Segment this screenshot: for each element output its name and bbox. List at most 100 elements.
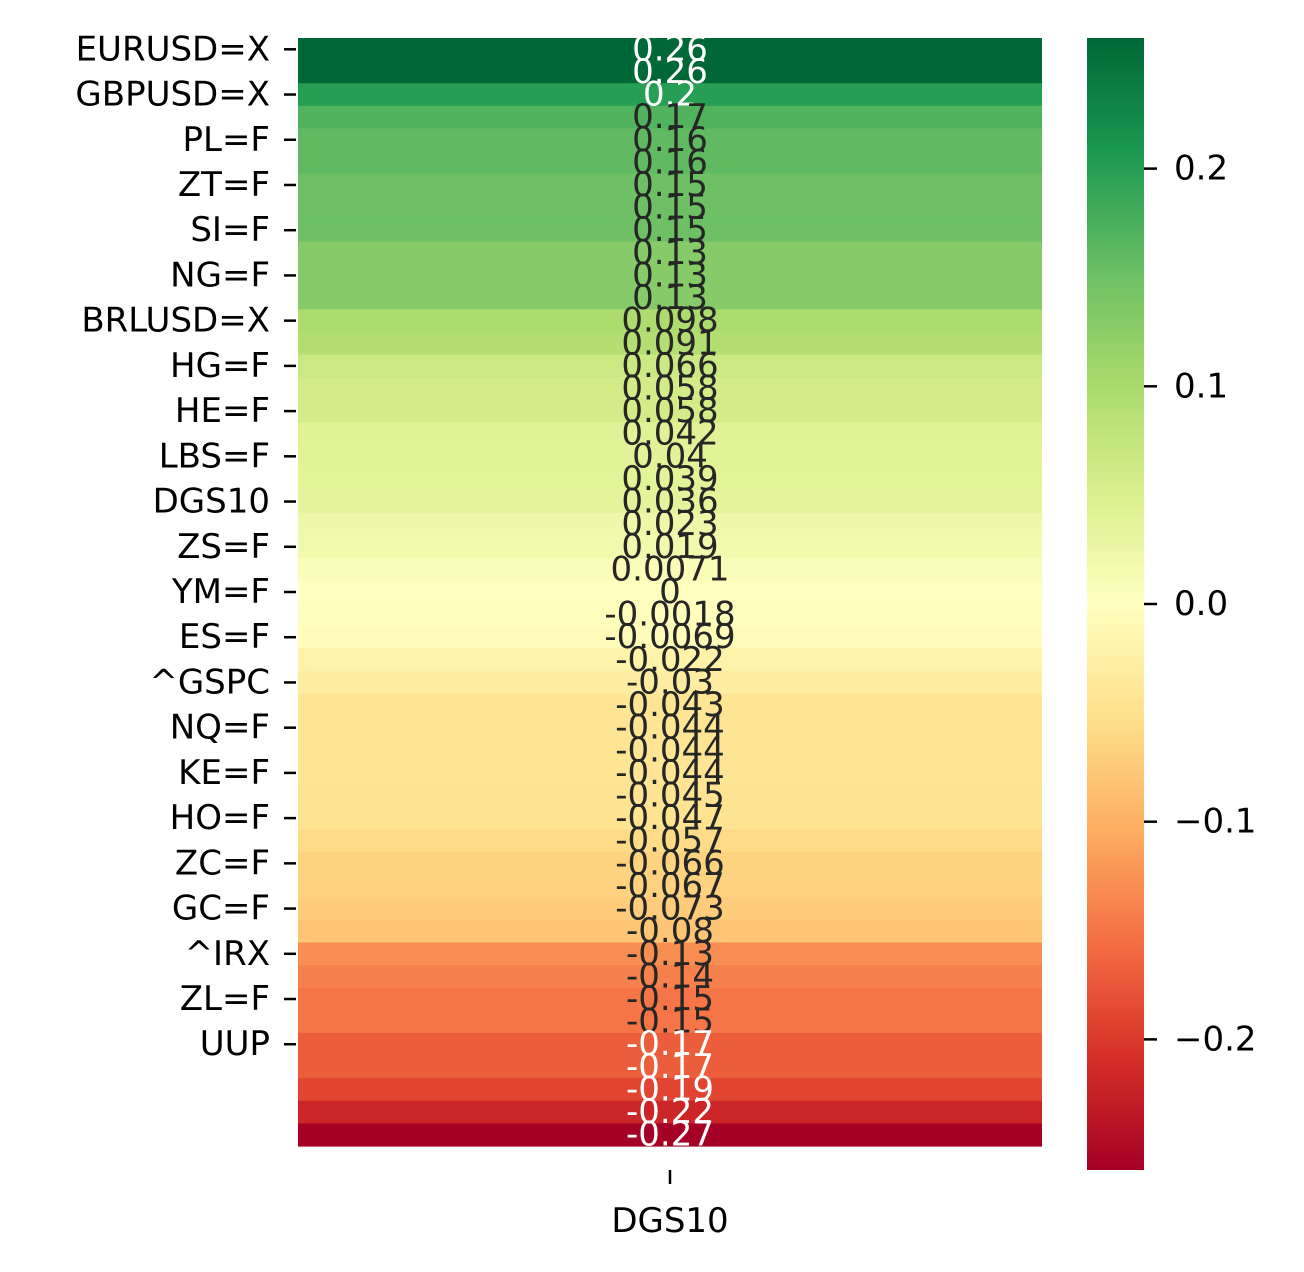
cell-value-label: -0.073 bbox=[615, 889, 725, 929]
x-axis: DGS10 bbox=[611, 1170, 729, 1241]
heatmap-cell bbox=[298, 625, 1042, 650]
y-tick-label: NG=F bbox=[170, 255, 270, 295]
cell-value-label: 0.13 bbox=[632, 255, 708, 295]
cell-value-label: 0 bbox=[659, 572, 681, 612]
cell-value-label: 0.098 bbox=[621, 301, 718, 341]
y-tick-label: PL=F bbox=[183, 120, 271, 160]
colorbar-tick-label: −0.2 bbox=[1174, 1019, 1257, 1059]
cell-value-label: -0.17 bbox=[626, 1024, 714, 1064]
heatmap-cell bbox=[298, 490, 1042, 514]
colorbar-tick-label: −0.1 bbox=[1174, 802, 1257, 842]
cell-value-label: -0.045 bbox=[615, 776, 725, 816]
cell-value-label: -0.0069 bbox=[604, 617, 735, 657]
cell-value-label: 0.023 bbox=[621, 504, 718, 544]
heatmap-cell bbox=[298, 264, 1042, 288]
cell-value-label: 0.066 bbox=[621, 346, 718, 386]
colorbar-ticks: 0.2 0.1 0.0 −0.1 −0.2 bbox=[1144, 149, 1257, 1059]
heatmap-cell bbox=[298, 580, 1042, 604]
y-axis: EURUSD=X GBPUSD=X PL=F ZT=F SI=F NG=F BRLUSD=X… bbox=[75, 29, 296, 1064]
cell-value-label: 0.13 bbox=[632, 278, 708, 318]
heatmap-cell bbox=[298, 987, 1042, 1011]
cell-value-label: 0.13 bbox=[632, 233, 708, 273]
cell-value-label: -0.057 bbox=[615, 821, 725, 861]
heatmap-cell bbox=[298, 603, 1042, 627]
colorbar bbox=[1087, 38, 1144, 1170]
cell-value-label: -0.19 bbox=[626, 1069, 714, 1109]
cell-value-label: 0.039 bbox=[621, 459, 718, 499]
cell-value-label: -0.066 bbox=[615, 843, 725, 883]
heatmap-cell-labels: 0.260.260.20.170.160.160.150.150.150.130… bbox=[604, 29, 735, 1154]
heatmap-cell bbox=[298, 874, 1042, 898]
heatmap-cell bbox=[298, 512, 1042, 537]
y-tick-label: UUP bbox=[200, 1024, 270, 1064]
y-tick-label: HG=F bbox=[170, 346, 270, 386]
y-tick-label: YM=F bbox=[171, 572, 270, 612]
heatmap-cell bbox=[298, 1123, 1042, 1147]
heatmap-cell bbox=[298, 241, 1042, 265]
heatmap-cell bbox=[298, 354, 1042, 378]
cell-value-label: -0.03 bbox=[626, 662, 714, 702]
cell-value-label: 0.15 bbox=[632, 188, 708, 228]
heatmap-cell bbox=[298, 1055, 1042, 1079]
y-tick-label: ^GSPC bbox=[149, 662, 270, 702]
cell-value-label: -0.044 bbox=[615, 730, 725, 770]
y-tick-label: DGS10 bbox=[153, 482, 270, 522]
heatmap-cell bbox=[298, 535, 1042, 559]
cell-value-label: 0.036 bbox=[621, 482, 718, 522]
cell-value-label: 0.15 bbox=[632, 165, 708, 205]
heatmap-cell bbox=[298, 105, 1042, 130]
heatmap-cell bbox=[298, 83, 1042, 107]
cell-value-label: 0.26 bbox=[632, 29, 708, 69]
y-tick-label: ES=F bbox=[179, 617, 270, 657]
cell-value-label: -0.15 bbox=[626, 1002, 714, 1042]
cell-value-label: 0.058 bbox=[621, 391, 718, 431]
cell-value-label: -0.0018 bbox=[604, 595, 735, 635]
heatmap-cell bbox=[298, 716, 1042, 740]
cell-value-label: 0.019 bbox=[621, 527, 718, 567]
heatmap-cell bbox=[298, 399, 1042, 424]
colorbar-tick-label: 0.2 bbox=[1174, 149, 1228, 189]
heatmap-cell bbox=[298, 38, 1042, 62]
heatmap-cell bbox=[298, 693, 1042, 717]
x-tick-label: DGS10 bbox=[611, 1201, 728, 1241]
cell-value-label: 0.0071 bbox=[611, 549, 730, 589]
heatmap-cells bbox=[298, 38, 1042, 1147]
heatmap-cell bbox=[298, 761, 1042, 785]
cell-value-label: -0.022 bbox=[615, 640, 725, 680]
heatmap-cell bbox=[298, 1010, 1042, 1034]
heatmap-cell bbox=[298, 942, 1042, 966]
cell-value-label: 0.16 bbox=[632, 142, 708, 182]
cell-value-label: -0.08 bbox=[626, 911, 714, 951]
cell-value-label: -0.13 bbox=[626, 934, 714, 974]
cell-value-label: 0.16 bbox=[632, 120, 708, 160]
cell-value-label: -0.067 bbox=[615, 866, 725, 906]
heatmap-cell bbox=[298, 1100, 1042, 1124]
y-tick-label: ZS=F bbox=[177, 527, 270, 567]
y-tick-label: ZL=F bbox=[180, 979, 270, 1019]
cell-value-label: -0.17 bbox=[626, 1047, 714, 1087]
heatmap-cell bbox=[298, 852, 1042, 876]
heatmap-cell bbox=[298, 467, 1042, 491]
cell-value-label: 0.091 bbox=[621, 323, 718, 363]
heatmap-cell bbox=[298, 829, 1042, 853]
heatmap-cell bbox=[298, 1032, 1042, 1057]
y-tick-label: ZC=F bbox=[175, 843, 270, 883]
y-tick-label: HE=F bbox=[175, 391, 270, 431]
y-tick-label: ZT=F bbox=[178, 165, 270, 205]
y-tick-label: GBPUSD=X bbox=[75, 75, 270, 115]
heatmap-cell bbox=[298, 784, 1042, 808]
heatmap-cell bbox=[298, 1078, 1042, 1102]
heatmap-cell bbox=[298, 286, 1042, 310]
heatmap-cell bbox=[298, 128, 1042, 152]
heatmap-cell bbox=[298, 558, 1042, 582]
heatmap-cell bbox=[298, 919, 1042, 944]
y-tick-label: KE=F bbox=[178, 753, 270, 793]
heatmap-cell bbox=[298, 218, 1042, 243]
heatmap-cell bbox=[298, 151, 1042, 175]
heatmap-cell bbox=[298, 445, 1042, 469]
cell-value-label: -0.047 bbox=[615, 798, 725, 838]
y-tick-label: EURUSD=X bbox=[76, 29, 270, 69]
y-tick-label: SI=F bbox=[190, 210, 270, 250]
cell-value-label: 0.04 bbox=[632, 436, 708, 476]
y-tick-label: ^IRX bbox=[185, 934, 270, 974]
